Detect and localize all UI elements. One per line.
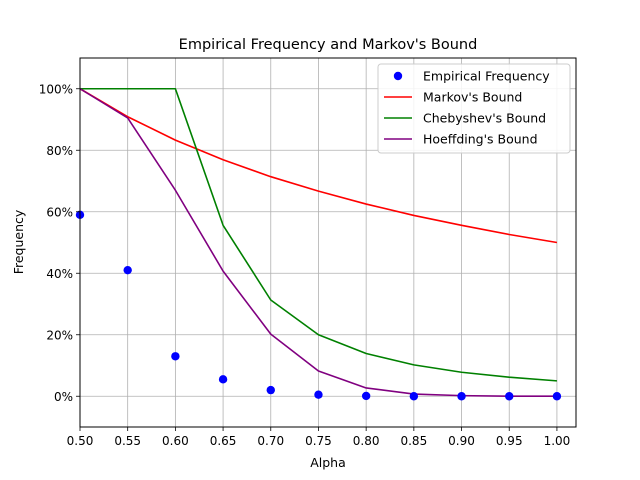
x-tick-label-5: 0.75	[305, 434, 332, 448]
empirical-frequency-point-9	[505, 392, 514, 401]
y-tick-label-1: 20%	[46, 328, 73, 342]
y-tick-label-2: 40%	[46, 267, 73, 281]
legend-label-empirical-frequency: Empirical Frequency	[423, 69, 550, 84]
x-tick-label-6: 0.80	[353, 434, 380, 448]
x-axis-ticks: 0.50 0.55 0.60 0.65 0.70 0.75 0.80 0.85 0.90 0.95…	[67, 427, 571, 448]
y-tick-label-0: 0%	[54, 390, 73, 404]
x-tick-label-10: 1.00	[544, 434, 571, 448]
empirical-frequency-point-10	[552, 392, 562, 401]
x-tick-label-0: 0.50	[67, 434, 94, 448]
empirical-frequency-point-7	[409, 392, 419, 401]
legend: Empirical Frequency Markov's Bound Chebysh…	[377, 63, 571, 154]
legend-box	[377, 63, 571, 154]
x-axis-label: Alpha	[310, 455, 346, 470]
y-tick-label-5: 100%	[39, 82, 73, 96]
legend-label-markov-s-bound: Markov's Bound	[423, 90, 522, 105]
empirical-frequency-point-6	[361, 391, 371, 401]
chebyshev-s-bound-line	[80, 87, 557, 382]
x-tick-label-8: 0.90	[448, 434, 475, 448]
plot-series	[75, 87, 562, 401]
y-tick-label-4: 80%	[46, 144, 73, 158]
x-tick-label-9: 0.95	[496, 434, 523, 448]
legend-marker-empirical-frequency	[393, 71, 403, 81]
x-tick-label-2: 0.60	[162, 434, 189, 448]
x-tick-label-7: 0.85	[400, 434, 427, 448]
empirical-frequency-point-4	[266, 385, 275, 395]
markov-s-bound-line	[79, 88, 558, 244]
empirical-frequency-point-1	[123, 265, 132, 275]
legend-label-chebyshev-s-bound: Chebyshev's Bound	[423, 111, 546, 126]
empirical-frequency-point-3	[218, 375, 228, 384]
x-tick-label-1: 0.55	[114, 434, 141, 448]
empirical-frequency-point-2	[171, 352, 180, 361]
hoeffding-s-bound-line	[79, 88, 557, 398]
empirical-frequency-point-5	[314, 390, 323, 399]
x-tick-label-3: 0.65	[210, 434, 237, 448]
x-tick-label-4: 0.70	[257, 434, 284, 448]
y-axis-ticks: 0% 20% 40% 60% 80% 100%	[39, 82, 80, 404]
chart-title: Empirical Frequency and Markov's Bound	[179, 37, 478, 53]
y-axis-label: Frequency	[11, 209, 26, 274]
y-tick-label-3: 60%	[46, 205, 73, 219]
legend-label-hoeffding-s-bound: Hoeffding's Bound	[423, 132, 538, 147]
plot-frame	[79, 57, 577, 428]
empirical-frequency-point-8	[457, 392, 466, 401]
